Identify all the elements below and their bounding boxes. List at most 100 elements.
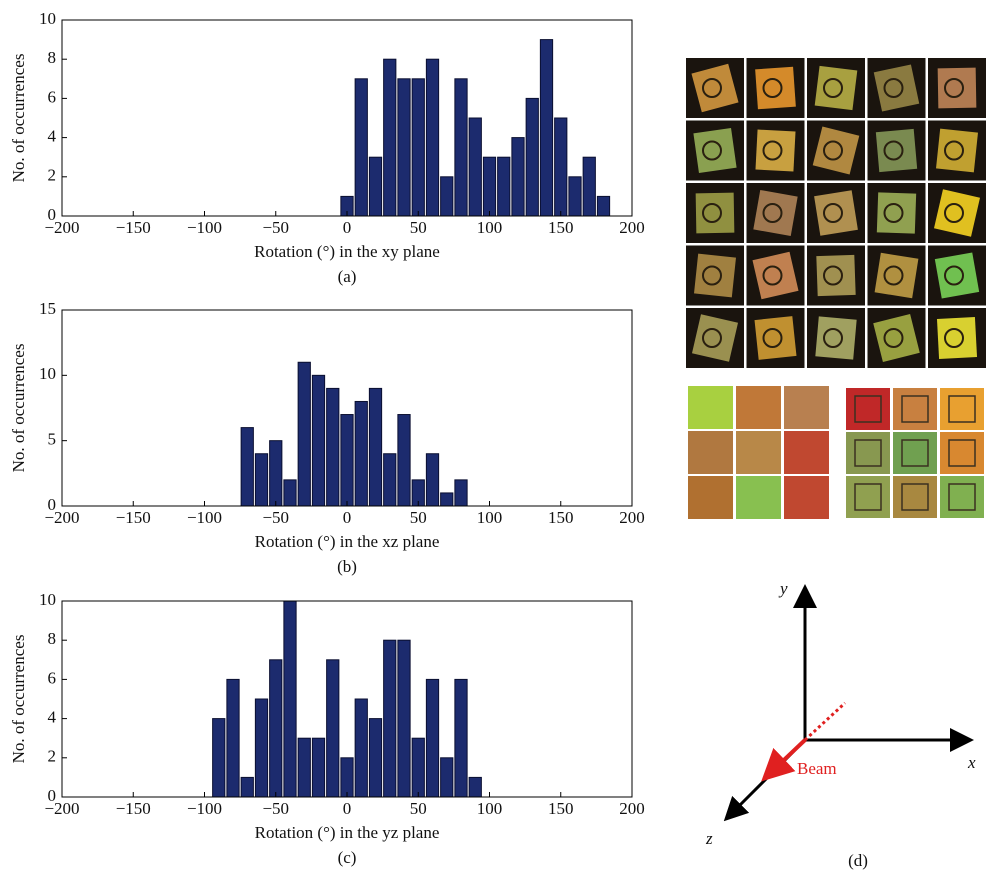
x-tick-label: 50 — [410, 218, 427, 237]
x-tick-label: −100 — [187, 508, 222, 527]
crystal-feature — [762, 328, 783, 348]
bar — [525, 97, 539, 217]
y-axis-label: No. of occurrences — [9, 54, 28, 183]
crystal-feature — [883, 328, 904, 348]
crystal — [934, 252, 980, 299]
x-tick-label: 150 — [548, 218, 574, 237]
y-tick-label: 10 — [39, 590, 56, 609]
y-axis-label: No. of occurrences — [9, 344, 28, 473]
crystal — [948, 439, 976, 467]
crystal-feature — [702, 203, 722, 223]
y-tick-label: 2 — [48, 747, 57, 766]
crystal — [815, 316, 857, 360]
bar — [411, 737, 425, 798]
bar — [326, 387, 340, 507]
bar — [368, 387, 383, 507]
crystal-feature — [762, 140, 783, 161]
x-tick-label: −150 — [116, 508, 151, 527]
bar — [397, 414, 411, 507]
bar — [482, 156, 497, 217]
crystal — [812, 126, 860, 175]
crystal — [936, 128, 978, 173]
bar — [468, 117, 482, 217]
x-label: x — [967, 753, 976, 772]
x-tick-label: 150 — [548, 799, 574, 818]
bar — [497, 156, 511, 217]
caption: (b) — [337, 557, 357, 576]
crystal — [854, 395, 882, 423]
crystal — [933, 189, 981, 237]
bar — [397, 639, 411, 798]
crystal-feature — [762, 203, 783, 223]
crystal-feature — [702, 140, 722, 161]
crystal — [901, 395, 929, 423]
bar — [425, 453, 440, 507]
bar — [425, 58, 440, 217]
y-tick-label: 6 — [48, 668, 57, 687]
crystal — [693, 128, 737, 173]
caption: (a) — [338, 267, 357, 286]
beam-label: Beam — [797, 759, 837, 778]
photo-cell — [940, 476, 984, 518]
crystal-feature — [883, 78, 904, 98]
x-tick-label: −150 — [116, 218, 151, 237]
caption: (d) — [848, 851, 868, 870]
crystal-feature — [883, 140, 904, 161]
bar — [440, 757, 454, 798]
y-tick-label: 4 — [48, 127, 57, 146]
crystal-photos — [686, 58, 986, 519]
y-tick-label: 5 — [48, 430, 57, 449]
photo-cell — [940, 432, 984, 474]
bar — [554, 117, 568, 217]
bar — [440, 492, 454, 507]
x-tick-label: 50 — [410, 508, 427, 527]
bar — [311, 737, 326, 798]
bar — [397, 78, 411, 217]
crystal — [901, 439, 929, 467]
photo-cell — [784, 476, 829, 519]
photo-cell — [940, 388, 984, 430]
axes-diagram: y x z Beam (d) — [705, 579, 976, 870]
crystal-feature — [823, 203, 843, 223]
bar — [297, 737, 311, 798]
x-tick-label: −150 — [116, 799, 151, 818]
photo-cell — [893, 432, 937, 474]
bar — [226, 678, 240, 798]
x-axis-label: Rotation (°) in the xz plane — [255, 532, 440, 551]
bar — [354, 400, 368, 507]
crystal — [948, 395, 976, 423]
y-label: y — [778, 579, 788, 598]
histogram-panel: −200 −150 −100 −50 0 50 100 150 200 0 2 4 6 8 10 No. of… — [9, 9, 645, 286]
x-tick-label: −50 — [262, 218, 289, 237]
y-tick-label: 6 — [48, 87, 57, 106]
bar — [440, 176, 454, 217]
x-tick-label: 0 — [343, 799, 352, 818]
bar — [368, 156, 383, 217]
photo-cell — [688, 476, 733, 519]
bar — [297, 361, 311, 507]
x-tick-label: 200 — [619, 218, 645, 237]
caption: (c) — [338, 848, 357, 867]
bar — [212, 718, 226, 798]
crystal-feature — [944, 78, 964, 98]
photo-cell — [893, 476, 937, 518]
beam-dotted — [803, 701, 847, 742]
crystal-feature — [762, 78, 783, 98]
crystal-feature — [823, 265, 843, 286]
x-tick-label: −200 — [44, 218, 79, 237]
y-tick-label: 0 — [48, 495, 57, 514]
crystal — [816, 254, 856, 297]
photo-cell — [688, 386, 733, 429]
y-axis-label: No. of occurrences — [9, 635, 28, 764]
crystal — [936, 317, 978, 359]
crystal — [694, 253, 736, 298]
photo-cell — [784, 431, 829, 474]
crystal — [754, 316, 797, 360]
y-tick-label: 10 — [39, 364, 56, 383]
crystal-feature — [883, 203, 904, 223]
crystal — [755, 66, 796, 110]
bar — [539, 39, 554, 217]
bar — [340, 757, 354, 798]
crystal-feature — [702, 265, 722, 286]
